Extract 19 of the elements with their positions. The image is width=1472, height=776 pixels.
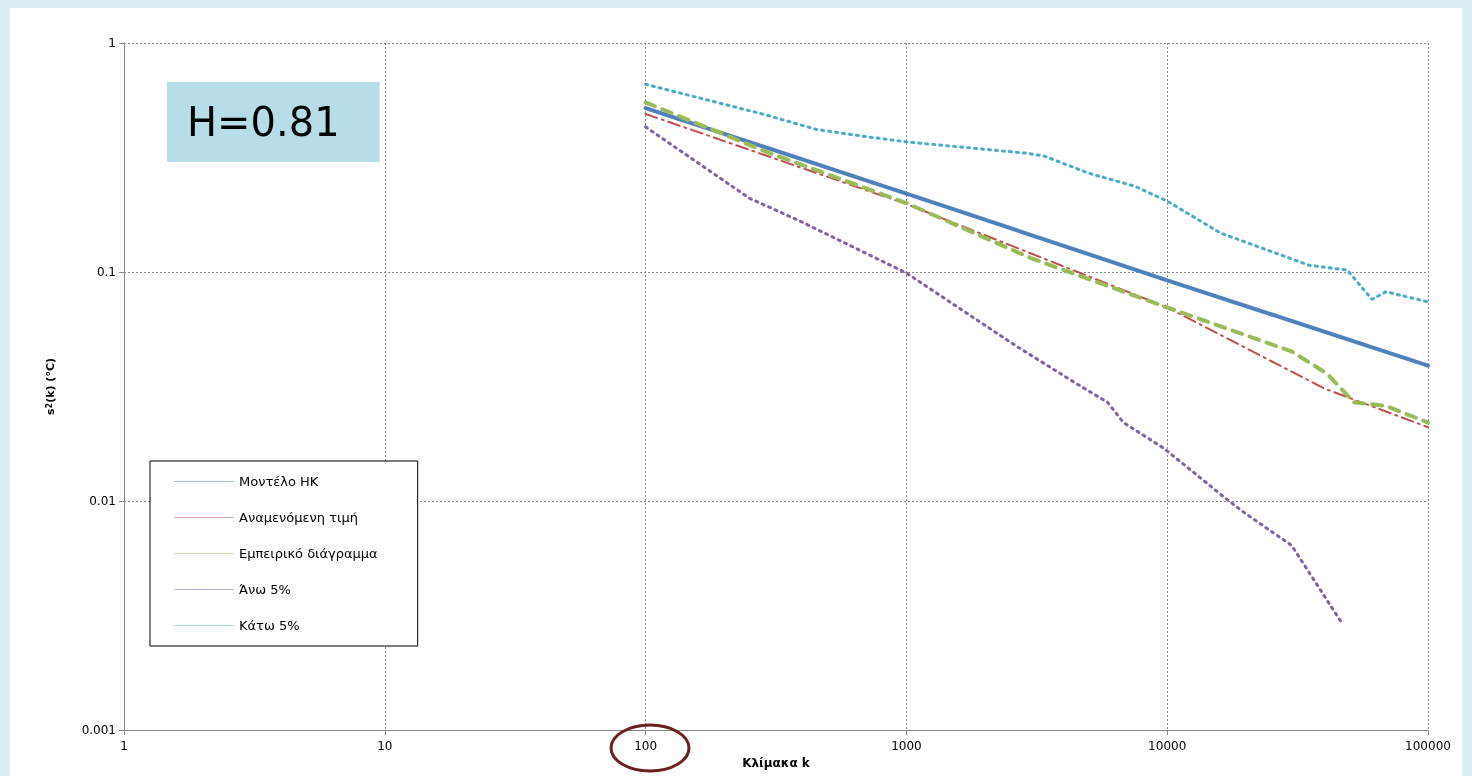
- x-tick-label: 1: [120, 739, 128, 753]
- legend-label: Μοντέλο ΗΚ: [239, 474, 319, 489]
- legend-label: Κάτω 5%: [239, 618, 300, 633]
- legend-label: Εμπειρικό διάγραμμα: [239, 546, 378, 561]
- y-tick-label: 0.1: [96, 265, 116, 279]
- y-tick-label: 0.001: [81, 723, 116, 737]
- legend-label: Αναμενόμενη τιμή: [239, 510, 358, 525]
- x-tick-label: 10: [377, 739, 393, 753]
- line-series: [643, 106, 1430, 368]
- y-tick-label: 1: [108, 36, 116, 50]
- x-tick-label: 1000: [891, 739, 922, 753]
- y-axis-title: s2(k) (°C): [44, 358, 57, 415]
- y-tick-label: 0.01: [89, 494, 116, 508]
- x-tick-label: 100000: [1405, 739, 1451, 753]
- annotation: H=0.81: [187, 99, 340, 145]
- x-tick-label: 100: [634, 739, 658, 753]
- x-axis-title: Κλίμακα k: [742, 755, 811, 770]
- legend-label: Άνω 5%: [239, 582, 291, 597]
- x-tick-label: 10000: [1148, 739, 1187, 753]
